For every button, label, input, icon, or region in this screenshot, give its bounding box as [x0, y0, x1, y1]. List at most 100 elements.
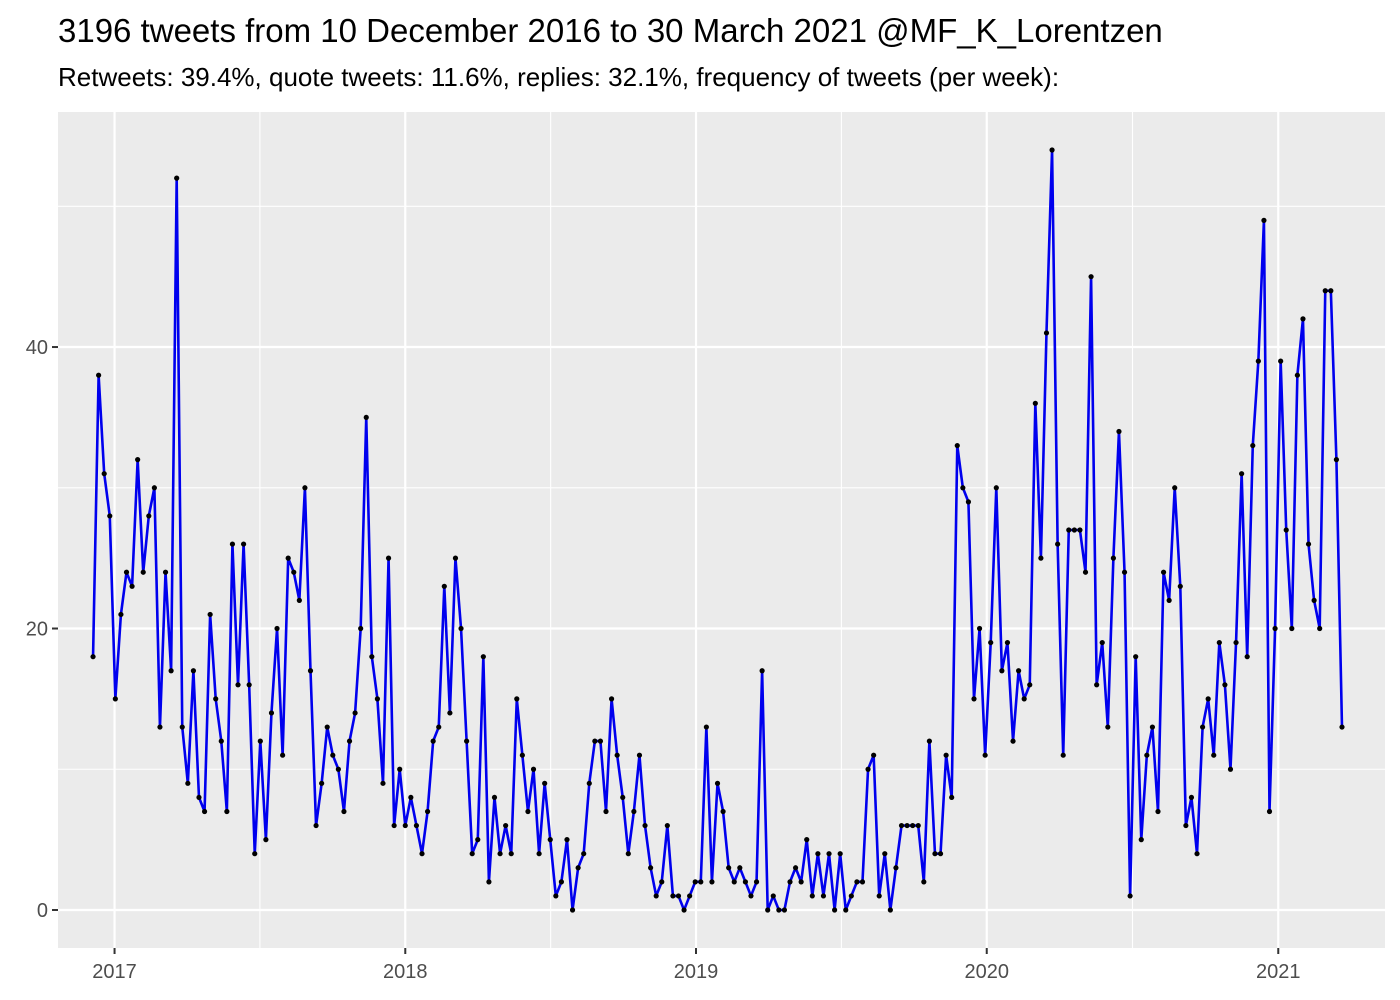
data-point: [419, 851, 425, 857]
data-point: [1172, 485, 1178, 491]
data-point: [999, 668, 1005, 674]
data-point: [921, 879, 927, 885]
data-point: [1155, 808, 1161, 815]
data-point: [486, 879, 492, 885]
data-point: [592, 738, 598, 744]
y-tick-label: 20: [26, 619, 48, 641]
data-point: [374, 696, 380, 702]
data-point: [385, 555, 392, 561]
data-point: [335, 766, 341, 772]
data-point: [553, 893, 559, 899]
data-point: [1266, 808, 1273, 815]
data-point: [815, 851, 821, 857]
data-point: [1239, 471, 1245, 477]
data-point: [753, 879, 760, 885]
data-point: [1188, 794, 1195, 801]
data-point: [447, 710, 453, 716]
data-point: [681, 907, 687, 913]
data-point: [1082, 569, 1089, 575]
data-point: [558, 879, 565, 885]
data-point: [157, 724, 163, 730]
data-point: [1317, 625, 1323, 632]
data-point: [146, 513, 152, 519]
data-point: [1294, 372, 1300, 378]
data-point: [452, 555, 459, 561]
data-point: [982, 752, 988, 758]
data-point: [720, 808, 726, 815]
data-point: [608, 696, 615, 702]
y-tick-labels: 0 20 40: [26, 337, 48, 922]
data-point: [1016, 668, 1022, 674]
data-point: [1339, 724, 1345, 730]
data-point: [737, 865, 743, 871]
axis-ticks: [52, 346, 1280, 954]
data-point: [893, 865, 899, 871]
data-point: [809, 893, 815, 899]
y-tick-label: 40: [26, 337, 48, 359]
data-point: [859, 879, 866, 885]
data-point: [246, 682, 252, 688]
data-point: [832, 907, 838, 913]
data-point: [703, 724, 709, 730]
data-point: [480, 654, 486, 660]
data-point: [1071, 527, 1077, 533]
data-point: [1194, 851, 1200, 857]
data-point: [1166, 597, 1172, 603]
data-point: [491, 794, 498, 801]
data-point: [915, 822, 921, 829]
data-point: [988, 639, 994, 646]
y-tick-label: 0: [37, 900, 48, 922]
data-point: [257, 738, 263, 744]
x-tick-label: 2020: [964, 961, 1009, 983]
data-point: [330, 752, 336, 758]
data-point: [1183, 822, 1189, 829]
data-point: [497, 851, 503, 857]
data-point: [475, 837, 481, 843]
data-point: [792, 865, 799, 871]
data-point: [1233, 639, 1239, 646]
data-point: [993, 485, 999, 491]
data-point: [1127, 893, 1133, 899]
data-point: [770, 893, 776, 899]
data-point: [1300, 316, 1306, 322]
data-point: [581, 851, 587, 857]
data-point: [430, 738, 436, 744]
x-tick-labels: 2017 2018 2019 2020 2021: [92, 961, 1300, 983]
data-point: [1066, 527, 1072, 533]
data-point: [391, 822, 397, 829]
data-point: [135, 457, 141, 463]
data-point: [954, 442, 960, 449]
data-point: [1261, 217, 1267, 223]
data-point: [285, 555, 291, 561]
data-point: [937, 851, 944, 857]
data-point: [458, 625, 464, 632]
data-point: [848, 893, 854, 899]
data-point: [196, 794, 202, 801]
data-point: [1105, 724, 1111, 730]
data-point: [324, 724, 330, 730]
data-point: [926, 738, 932, 744]
grid-major: [58, 112, 1385, 948]
data-point: [871, 752, 877, 758]
data-point: [274, 625, 280, 632]
data-point: [151, 485, 157, 491]
data-point: [1110, 555, 1116, 561]
data-point: [252, 851, 258, 857]
data-point: [1328, 288, 1334, 294]
data-point: [659, 879, 665, 885]
data-point: [748, 893, 754, 899]
data-point: [140, 569, 146, 575]
data-point: [960, 485, 966, 491]
data-point: [268, 710, 275, 716]
data-point: [837, 851, 843, 857]
data-point: [358, 625, 364, 632]
data-point: [1311, 597, 1317, 603]
data-point: [653, 893, 659, 899]
data-point: [229, 541, 236, 547]
data-point: [1216, 639, 1222, 646]
data-point: [313, 822, 319, 829]
data-point: [569, 907, 576, 913]
data-point: [1283, 527, 1289, 533]
data-point: [664, 822, 670, 829]
